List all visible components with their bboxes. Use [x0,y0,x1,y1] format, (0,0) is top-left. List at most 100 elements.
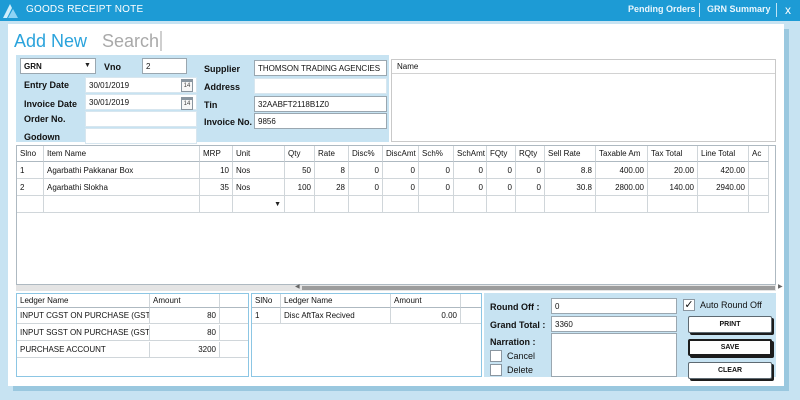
grid-cell[interactable]: 0 [349,179,383,196]
chevron-down-icon[interactable]: ▼ [274,201,281,208]
clear-button[interactable]: CLEAR [688,362,772,379]
scroll-left-icon[interactable]: ◀ [295,284,300,290]
new-row-cell[interactable] [44,196,200,213]
grid-cell[interactable]: 20.00 [648,162,698,179]
narration-field[interactable] [551,333,677,377]
ledger-cell[interactable] [220,342,248,358]
discount-ledger-table[interactable]: SlNo Ledger Name Amount 1 Disc AftTax Recive… [251,293,482,377]
new-row-cell[interactable] [698,196,749,213]
new-row-cell[interactable] [200,196,233,213]
entry-date-field[interactable]: 30/01/2019 [85,77,197,93]
discount-ledger-cell[interactable]: 1 [252,308,281,324]
new-row-cell[interactable] [487,196,516,213]
ledger-cell[interactable]: INPUT CGST ON PURCHASE (GST [17,308,150,324]
grid-cell[interactable]: Nos [233,162,285,179]
calendar-icon[interactable]: 14 [181,97,193,110]
grid-cell[interactable]: 100 [285,179,315,196]
grid-cell[interactable]: 2 [17,179,44,196]
grn-summary-link[interactable]: GRN Summary [707,4,771,14]
grid-cell[interactable]: 400.00 [596,162,648,179]
grid-cell[interactable] [749,162,769,179]
grid-cell[interactable]: 8.8 [545,162,596,179]
new-row-cell[interactable] [596,196,648,213]
discount-ledger-cell[interactable]: 0.00 [391,308,461,324]
ledger-cell[interactable] [220,325,248,341]
grid-cell[interactable]: 10 [200,162,233,179]
grid-cell[interactable]: 35 [200,179,233,196]
grid-cell[interactable]: 28 [315,179,349,196]
grid-cell[interactable]: 0 [516,162,545,179]
invoice-date-field[interactable]: 30/01/2019 [85,94,197,110]
grid-cell[interactable]: 140.00 [648,179,698,196]
godown-field[interactable] [85,128,197,144]
pending-orders-link[interactable]: Pending Orders [628,4,696,14]
ledger-table[interactable]: Ledger Name Amount INPUT CGST ON PURCHASE … [16,293,249,377]
round-off-field[interactable]: 0 [551,298,677,314]
grid-cell[interactable]: 2800.00 [596,179,648,196]
new-row-cell[interactable] [419,196,454,213]
grid-cell[interactable]: 0 [454,162,487,179]
grid-cell[interactable]: 1 [17,162,44,179]
supplier-name-list[interactable]: Name [391,59,776,142]
grid-cell[interactable]: Agarbathi Pakkanar Box [44,162,200,179]
new-row-cell[interactable] [285,196,315,213]
ledger-cell[interactable]: INPUT SGST ON PURCHASE (GST [17,325,150,341]
ledger-cell[interactable]: 80 [150,325,220,341]
tab-search[interactable]: Search [102,31,160,51]
grid-cell[interactable]: 0 [487,179,516,196]
auto-round-off-checkbox[interactable]: ✓ [683,299,695,311]
grid-cell[interactable]: 8 [315,162,349,179]
grid-cell[interactable]: 2940.00 [698,179,749,196]
items-grid[interactable]: Slno Item Name MRP Unit Qty Rate Disc% DiscAmt S… [16,145,776,285]
scroll-right-icon[interactable]: ▶ [778,284,783,290]
scroll-thumb[interactable] [302,286,775,290]
new-row-cell[interactable]: ▼ [233,196,285,213]
grid-cell[interactable]: 0 [419,179,454,196]
new-row-cell[interactable] [315,196,349,213]
cancel-checkbox[interactable] [490,350,502,362]
new-row-cell[interactable] [648,196,698,213]
ledger-cell[interactable] [220,308,248,324]
invoice-no-field[interactable]: 9856 [254,113,387,129]
grid-cell[interactable]: 50 [285,162,315,179]
address-field[interactable] [254,78,387,94]
chevron-down-icon[interactable]: ▼ [84,62,91,69]
new-row-cell[interactable] [545,196,596,213]
ledger-cell[interactable]: PURCHASE ACCOUNT [17,342,150,358]
grid-cell[interactable]: Nos [233,179,285,196]
grid-cell[interactable]: Agarbathi Slokha [44,179,200,196]
vno-field[interactable]: 2 [142,58,187,74]
grid-cell[interactable]: 0 [419,162,454,179]
delete-checkbox[interactable] [490,364,502,376]
new-row-cell[interactable] [383,196,419,213]
new-row-cell[interactable] [749,196,769,213]
grid-cell[interactable]: 0 [349,162,383,179]
new-row-cell[interactable] [454,196,487,213]
doc-type-select[interactable]: GRN [20,58,96,74]
discount-ledger-column-header: SlNo [252,294,281,308]
new-row-cell[interactable] [516,196,545,213]
discount-ledger-cell[interactable] [461,308,481,324]
calendar-icon[interactable]: 14 [181,79,193,92]
tab-add-new[interactable]: Add New [14,31,88,51]
grid-cell[interactable]: 0 [487,162,516,179]
ledger-cell[interactable]: 3200 [150,342,220,358]
grid-cell[interactable]: 0 [383,162,419,179]
grid-cell[interactable]: 0 [516,179,545,196]
close-button[interactable]: x [785,3,791,17]
new-row-cell[interactable] [17,196,44,213]
grid-cell[interactable]: 420.00 [698,162,749,179]
tin-field[interactable]: 32AABFT2118B1Z0 [254,96,387,112]
order-no-field[interactable] [85,111,197,127]
grid-cell[interactable]: 0 [454,179,487,196]
ledger-cell[interactable]: 80 [150,308,220,324]
supplier-field[interactable]: THOMSON TRADING AGENCIES [254,60,387,76]
print-button[interactable]: PRINT [688,316,772,333]
grid-cell[interactable]: 0 [383,179,419,196]
save-button[interactable]: SAVE [688,339,772,356]
grid-cell[interactable] [749,179,769,196]
discount-ledger-cell[interactable]: Disc AftTax Recived [281,308,391,324]
grid-cell[interactable]: 30.8 [545,179,596,196]
new-row-cell[interactable] [349,196,383,213]
horizontal-scrollbar[interactable]: ◀ ▶ [16,284,783,291]
